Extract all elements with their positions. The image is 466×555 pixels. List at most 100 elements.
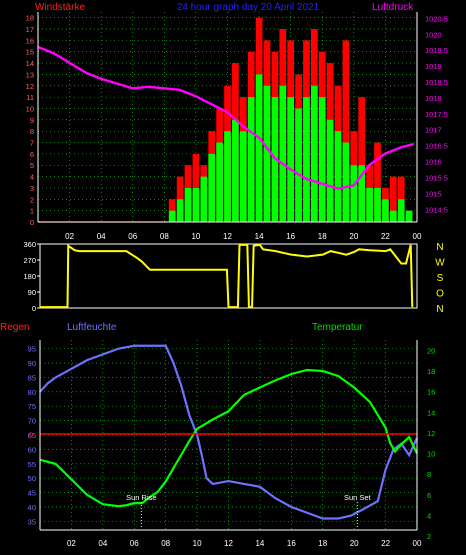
y-tick-label: 180 xyxy=(23,272,36,281)
gust-bar xyxy=(358,97,366,222)
x-tick-label: 14 xyxy=(255,232,264,241)
wind-average-bar xyxy=(192,187,200,222)
x-tick-label: 14 xyxy=(255,539,264,548)
wind-average-bar xyxy=(366,187,373,222)
y-right-tick-label: 1019.5 xyxy=(425,46,448,55)
y-left-tick-label: 13 xyxy=(26,70,34,79)
y-left-tick-label: 18 xyxy=(26,14,34,23)
y-right-tick-label: 1015 xyxy=(425,189,442,198)
y-right-tick-label: 14 xyxy=(427,408,435,417)
sun-label: Sun Rise xyxy=(126,493,156,502)
x-tick-label: 10 xyxy=(193,539,202,548)
wind-average-bar xyxy=(279,85,287,222)
compass-label: W xyxy=(435,258,445,269)
rain-axis-title: Regen xyxy=(0,322,29,333)
wind-average-bar xyxy=(334,131,342,222)
y-tick-label: 270 xyxy=(23,256,36,265)
y-left-tick-label: 17 xyxy=(26,25,34,34)
y-right-tick-label: 2 xyxy=(427,532,431,541)
gust-bar xyxy=(374,142,381,222)
y-left-tick-label: 11 xyxy=(26,93,34,102)
x-tick-label: 22 xyxy=(381,539,390,548)
x-tick-label: 08 xyxy=(161,539,170,548)
y-left-tick-label: 7 xyxy=(30,139,34,148)
gust-bar xyxy=(389,176,397,222)
y-left-tick-label: 35 xyxy=(28,517,36,526)
pressure-axis-title: Luftdruck xyxy=(372,2,414,13)
wind-average-bar xyxy=(168,210,176,222)
y-left-tick-label: 75 xyxy=(28,402,36,411)
y-right-tick-label: 1020.5 xyxy=(425,14,448,23)
x-tick-label: 12 xyxy=(223,232,232,241)
y-tick-label: 90 xyxy=(28,288,36,297)
wind-average-bar xyxy=(310,85,318,222)
temperature-line xyxy=(39,368,418,508)
x-tick-label: 02 xyxy=(65,232,74,241)
temperature-axis-title: Temperatur xyxy=(312,322,363,333)
x-tick-label: 16 xyxy=(287,539,296,548)
y-left-tick-label: 85 xyxy=(28,373,36,382)
y-right-tick-label: 1018.5 xyxy=(425,78,448,87)
x-tick-label: 04 xyxy=(97,232,106,241)
y-right-tick-label: 12 xyxy=(427,429,435,438)
wind-average-bar xyxy=(318,97,326,222)
y-right-tick-label: 16 xyxy=(427,388,435,397)
y-right-tick-label: 4 xyxy=(427,512,431,521)
y-left-tick-label: 3 xyxy=(30,184,34,193)
y-left-tick-label: 15 xyxy=(26,48,34,57)
y-tick-label: 360 xyxy=(23,240,36,249)
x-tick-label: 18 xyxy=(318,539,327,548)
wind-average-bar xyxy=(350,165,358,222)
wind-average-bar xyxy=(397,199,405,222)
y-right-tick-label: 1017.5 xyxy=(425,110,448,119)
compass-label: N xyxy=(436,242,443,253)
x-tick-label: 18 xyxy=(318,232,327,241)
chart-title: 24 hour graph day 20 April 2021 xyxy=(177,2,320,13)
x-tick-label: 04 xyxy=(98,539,107,548)
pressure-line xyxy=(37,45,415,190)
y-right-tick-label: 1016 xyxy=(425,158,442,167)
x-tick-label: 02 xyxy=(67,539,76,548)
wind-pressure-panel: 02 04 06 08 10 12 14 16 18 20 22 000123456789101112… xyxy=(26,12,448,241)
humidity-axis-title: Luftfeuchte xyxy=(67,322,117,333)
humidity-line xyxy=(39,344,419,520)
wind-average-bar xyxy=(303,97,310,222)
wind-average-bar xyxy=(208,153,216,222)
y-right-tick-label: 1015.5 xyxy=(425,173,448,182)
y-right-tick-label: 1019 xyxy=(425,62,442,71)
y-right-tick-label: 6 xyxy=(427,491,431,500)
y-left-tick-label: 45 xyxy=(28,489,36,498)
gust-bar xyxy=(342,40,350,222)
x-tick-label: 22 xyxy=(381,232,390,241)
rain-tick-label: 0 xyxy=(29,430,33,439)
y-right-tick-label: 18 xyxy=(427,367,435,376)
y-left-tick-label: 40 xyxy=(28,503,36,512)
x-tick-label: 00 xyxy=(413,539,422,548)
wind-average-bar xyxy=(224,131,231,222)
x-tick-label: 06 xyxy=(130,539,139,548)
compass-label: N xyxy=(436,304,443,315)
wind-average-bar xyxy=(358,165,366,222)
wind-average-bar xyxy=(382,199,389,222)
x-tick-label: 10 xyxy=(191,232,200,241)
wind-average-bar xyxy=(295,108,302,222)
wind-average-bar xyxy=(247,97,255,222)
y-left-tick-label: 65 xyxy=(28,431,36,440)
y-tick-label: 0 xyxy=(32,304,36,313)
y-left-tick-label: 0 xyxy=(30,218,34,227)
y-left-tick-label: 1 xyxy=(30,207,34,216)
wind-average-bar xyxy=(200,176,208,222)
y-right-tick-label: 8 xyxy=(427,470,431,479)
y-left-tick-label: 80 xyxy=(28,388,36,397)
x-tick-label: 06 xyxy=(128,232,137,241)
wind-average-bar xyxy=(326,119,334,222)
wind-average-bar xyxy=(342,142,350,222)
y-left-tick-label: 16 xyxy=(26,36,34,45)
y-left-tick-label: 70 xyxy=(28,417,36,426)
wind-average-bar xyxy=(255,74,263,222)
y-left-tick-label: 14 xyxy=(26,59,34,68)
wind-average-bar xyxy=(389,210,397,222)
wind-average-bar xyxy=(263,85,271,222)
